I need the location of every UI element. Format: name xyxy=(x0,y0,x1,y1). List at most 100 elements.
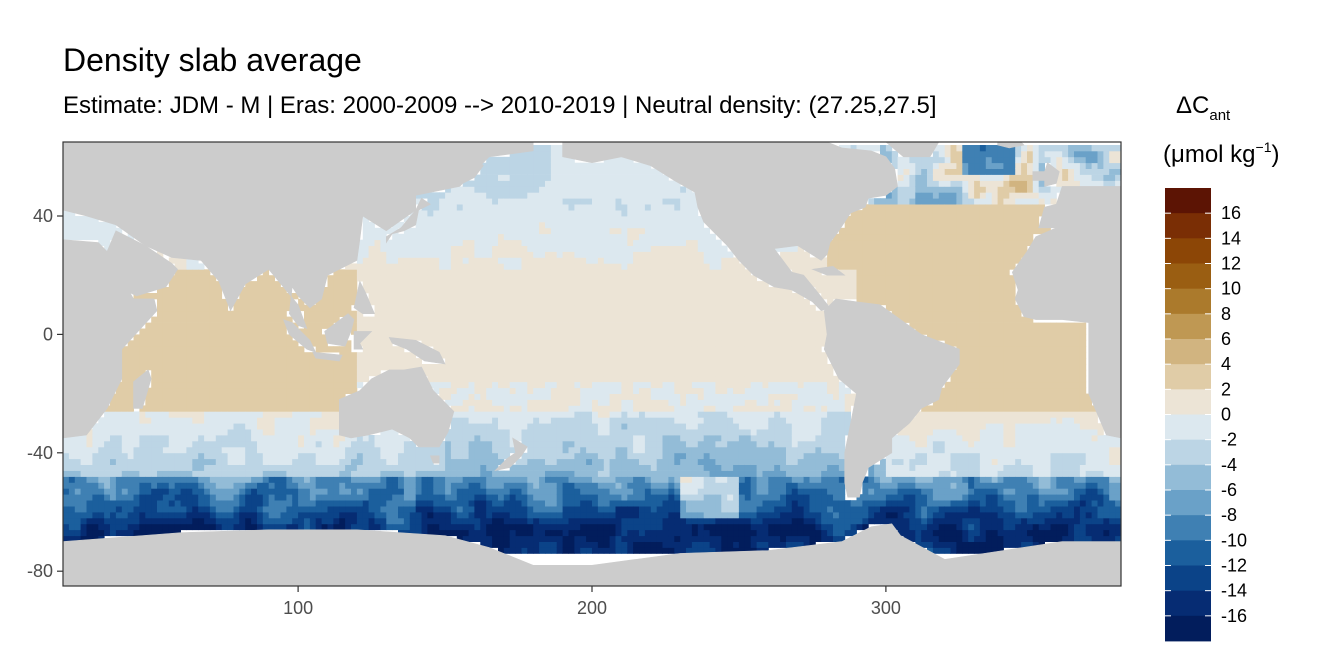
heatmap-cell xyxy=(527,180,534,187)
heatmap-cell xyxy=(556,156,563,164)
heatmap-cell xyxy=(415,192,422,199)
heatmap-cell xyxy=(374,488,381,495)
heatmap-cell xyxy=(615,263,622,270)
heatmap-cell xyxy=(597,298,605,306)
heatmap-cell xyxy=(362,500,370,507)
heatmap-cell xyxy=(521,204,528,211)
heatmap-cell xyxy=(157,340,164,347)
heatmap-cell xyxy=(644,168,652,175)
heatmap-cell xyxy=(550,381,558,389)
heatmap-cell xyxy=(668,541,675,548)
heatmap-cell xyxy=(415,316,422,323)
heatmap-cell xyxy=(145,293,152,300)
heatmap-cell xyxy=(439,239,446,246)
heatmap-cell xyxy=(603,316,611,323)
heatmap-cell xyxy=(580,174,587,181)
heatmap-cell xyxy=(592,245,599,252)
heatmap-cell xyxy=(227,358,234,365)
heatmap-cell xyxy=(80,523,87,531)
heatmap-cell xyxy=(603,381,611,389)
heatmap-cell xyxy=(227,369,234,377)
heatmap-cell xyxy=(621,198,628,205)
heatmap-cell xyxy=(292,352,299,359)
heatmap-cell xyxy=(133,352,140,359)
heatmap-cell xyxy=(550,446,558,454)
heatmap-cell xyxy=(86,529,93,537)
heatmap-cell xyxy=(644,227,652,235)
heatmap-cell xyxy=(515,269,522,276)
heatmap-cell xyxy=(333,405,340,412)
heatmap-cell xyxy=(650,221,658,229)
heatmap-cell xyxy=(445,470,452,477)
heatmap-cell xyxy=(486,275,493,282)
heatmap-cell xyxy=(403,470,411,477)
heatmap-cell xyxy=(597,517,605,525)
heatmap-cell xyxy=(550,328,558,335)
heatmap-cell xyxy=(139,411,146,418)
heatmap-cell xyxy=(215,458,223,465)
heatmap-cell xyxy=(533,227,540,235)
heatmap-cell xyxy=(257,352,264,359)
heatmap-cell xyxy=(498,186,505,193)
heatmap-cell xyxy=(450,346,458,353)
heatmap-cell xyxy=(550,352,558,359)
heatmap-cell xyxy=(63,227,70,235)
heatmap-cell xyxy=(286,316,293,323)
heatmap-cell xyxy=(133,529,140,537)
heatmap-cell xyxy=(392,429,399,436)
heatmap-cell xyxy=(586,517,593,525)
heatmap-cell xyxy=(292,293,299,300)
heatmap-cell xyxy=(627,293,634,300)
heatmap-cell xyxy=(286,375,293,383)
heatmap-cell xyxy=(192,458,199,465)
heatmap-cell xyxy=(580,322,587,329)
heatmap-cell xyxy=(545,381,552,389)
heatmap-cell xyxy=(527,375,534,383)
heatmap-cell xyxy=(568,381,575,389)
heatmap-cell xyxy=(398,251,405,258)
heatmap-cell xyxy=(462,239,469,246)
heatmap-cell xyxy=(586,227,593,235)
heatmap-cell xyxy=(139,429,146,436)
heatmap-cell xyxy=(186,275,193,282)
heatmap-cell xyxy=(521,293,528,300)
heatmap-cell xyxy=(574,340,581,347)
heatmap-cell xyxy=(644,364,652,371)
heatmap-cell xyxy=(362,227,370,235)
heatmap-cell xyxy=(474,304,481,312)
heatmap-cell xyxy=(433,340,440,347)
heatmap-cell xyxy=(627,405,634,412)
heatmap-cell xyxy=(650,204,658,211)
heatmap-cell xyxy=(162,523,170,531)
heatmap-cell xyxy=(492,328,499,335)
heatmap-cell xyxy=(568,251,575,258)
heatmap-cell xyxy=(309,429,317,436)
heatmap-cell xyxy=(239,488,246,495)
heatmap-cell xyxy=(597,293,605,300)
heatmap-cell xyxy=(644,340,652,347)
heatmap-cell xyxy=(597,364,605,371)
heatmap-cell xyxy=(298,346,305,353)
heatmap-cell xyxy=(662,174,669,181)
heatmap-cell xyxy=(486,369,493,377)
heatmap-cell xyxy=(362,263,370,270)
heatmap-cell xyxy=(392,269,399,276)
heatmap-cell xyxy=(574,298,581,306)
heatmap-cell xyxy=(262,352,270,359)
heatmap-cell xyxy=(392,304,399,312)
heatmap-cell xyxy=(539,387,546,394)
heatmap-cell xyxy=(586,328,593,335)
heatmap-cell xyxy=(162,340,170,347)
heatmap-cell xyxy=(533,364,540,371)
heatmap-cell xyxy=(180,523,187,531)
heatmap-cell xyxy=(92,517,99,525)
heatmap-cell xyxy=(539,275,546,282)
heatmap-cell xyxy=(609,275,616,282)
heatmap-cell xyxy=(498,174,505,181)
heatmap-cell xyxy=(162,435,170,442)
heatmap-cell xyxy=(204,358,211,365)
heatmap-cell xyxy=(633,375,640,383)
heatmap-cell xyxy=(239,393,246,400)
heatmap-cell xyxy=(274,470,281,477)
heatmap-cell xyxy=(421,269,428,276)
